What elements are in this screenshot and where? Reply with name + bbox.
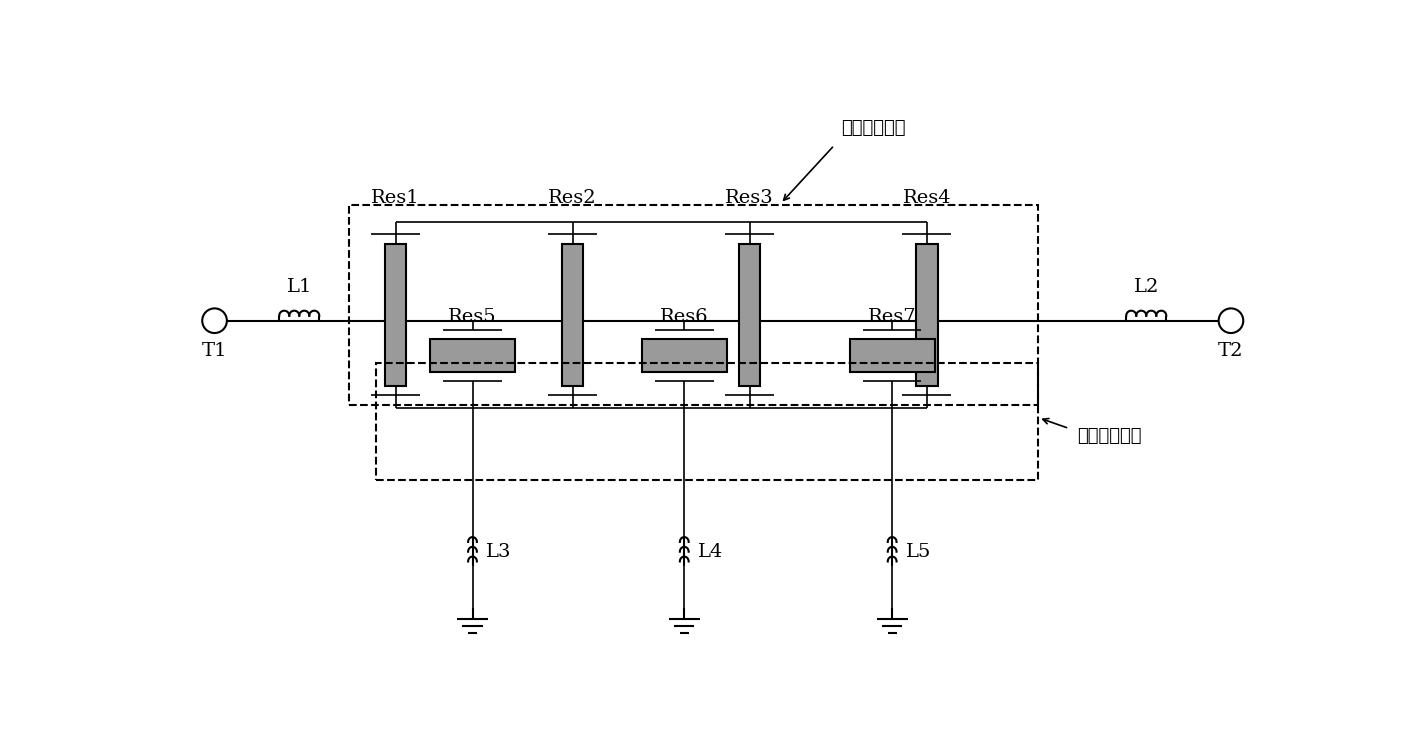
Bar bbox=[849, 339, 934, 372]
Text: Res7: Res7 bbox=[868, 308, 917, 326]
Text: Res3: Res3 bbox=[725, 188, 775, 207]
Text: T2: T2 bbox=[1218, 342, 1243, 360]
Bar bbox=[350, 205, 1038, 406]
Text: T1: T1 bbox=[202, 342, 227, 360]
Text: L5: L5 bbox=[906, 543, 931, 561]
Text: Res4: Res4 bbox=[903, 188, 951, 207]
Text: Res5: Res5 bbox=[449, 308, 497, 326]
Bar bbox=[642, 339, 727, 372]
Text: Res1: Res1 bbox=[371, 188, 420, 207]
Bar bbox=[916, 244, 937, 386]
Text: Res2: Res2 bbox=[549, 188, 597, 207]
Bar bbox=[385, 244, 406, 386]
Text: L3: L3 bbox=[487, 543, 512, 561]
Bar bbox=[562, 244, 583, 386]
Bar bbox=[430, 339, 515, 372]
Bar bbox=[739, 244, 761, 386]
Text: Res6: Res6 bbox=[660, 308, 708, 326]
Text: L2: L2 bbox=[1133, 278, 1158, 296]
Text: 第一谐振器组: 第一谐振器组 bbox=[841, 119, 904, 137]
Text: L1: L1 bbox=[286, 278, 312, 296]
Text: 第二谐振器组: 第二谐振器组 bbox=[1077, 428, 1141, 445]
Text: L4: L4 bbox=[698, 543, 724, 561]
Bar bbox=[377, 363, 1038, 480]
